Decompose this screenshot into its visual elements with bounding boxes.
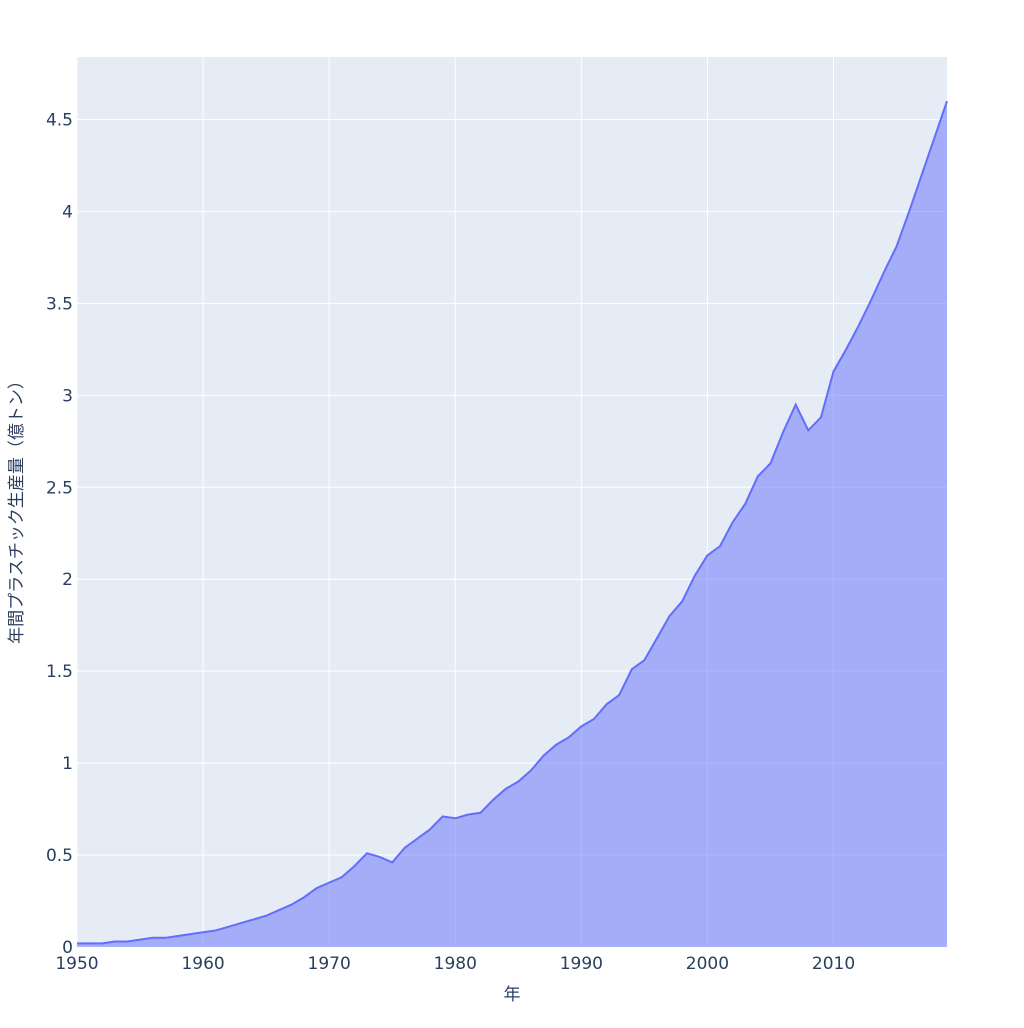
area-line bbox=[77, 100, 948, 945]
y-tick-label: 0.5 bbox=[46, 846, 73, 866]
x-tick-label: 1990 bbox=[560, 954, 603, 974]
y-tick-label: 1.5 bbox=[46, 662, 73, 682]
x-tick-label: 1970 bbox=[308, 954, 351, 974]
y-tick-label: 0 bbox=[62, 938, 73, 958]
y-tick-label: 2 bbox=[62, 570, 73, 590]
y-axis-title: 年間プラスチック生産量（億トン） bbox=[7, 372, 27, 644]
y-tick-label: 3 bbox=[62, 386, 73, 406]
y-tick-label: 1 bbox=[62, 754, 73, 774]
y-tick-label: 4.5 bbox=[46, 111, 73, 131]
y-tick-label: 4 bbox=[62, 202, 73, 222]
x-axis-title: 年 bbox=[504, 985, 521, 1005]
y-tick-label: 2.5 bbox=[46, 478, 73, 498]
area bbox=[77, 101, 947, 948]
y-tick-label: 3.5 bbox=[46, 294, 73, 314]
x-tick-label: 1960 bbox=[181, 954, 224, 974]
x-tick-label: 1950 bbox=[55, 954, 98, 974]
x-tick-label: 2010 bbox=[812, 954, 855, 974]
x-tick-label: 1980 bbox=[434, 954, 477, 974]
x-tick-label: 2000 bbox=[686, 954, 729, 974]
